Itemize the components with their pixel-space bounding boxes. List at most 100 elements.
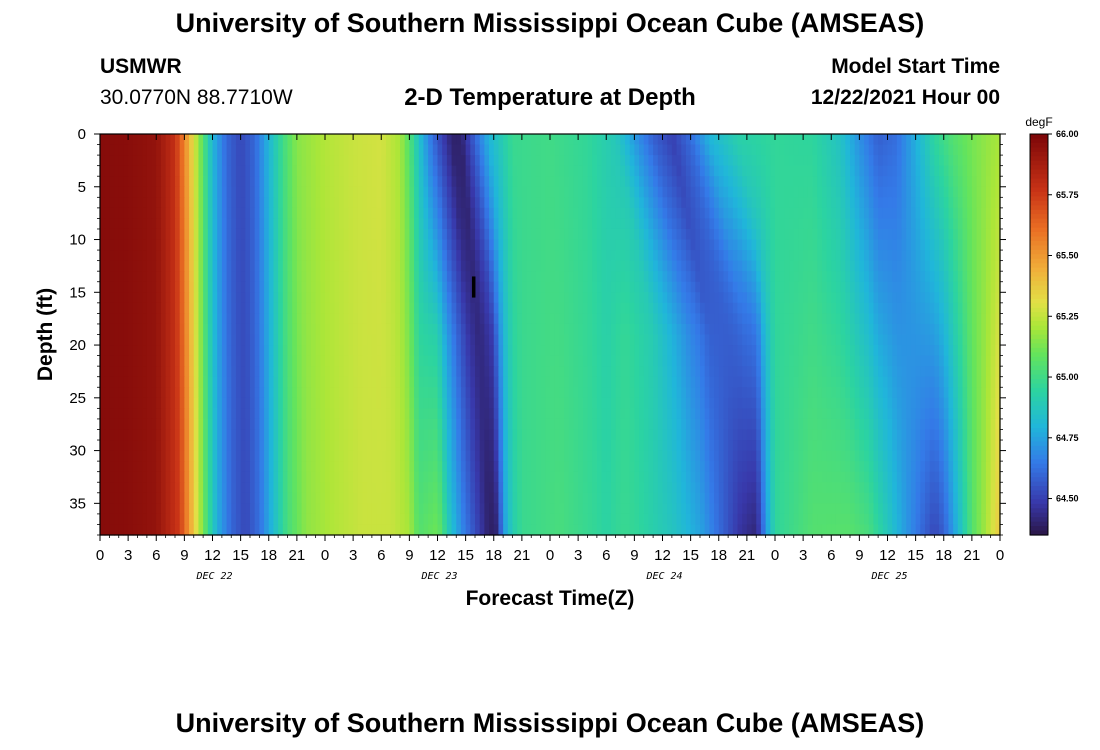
heatmap-cell <box>268 228 275 241</box>
heatmap-cell <box>489 323 495 336</box>
model-start-label: Model Start Time <box>831 55 1000 78</box>
heatmap-cell <box>760 366 767 378</box>
heatmap-cell <box>765 323 771 336</box>
heatmap-cell <box>128 228 134 241</box>
heatmap-cell <box>760 323 767 336</box>
heatmap-cell <box>920 144 926 156</box>
heatmap-cell <box>971 239 978 251</box>
heatmap-cell <box>948 176 954 188</box>
heatmap-cell <box>742 207 748 220</box>
heatmap-cell <box>850 334 856 346</box>
heatmap-cell <box>348 366 354 378</box>
heatmap-cell <box>526 271 532 283</box>
heatmap-cell <box>700 387 706 399</box>
heatmap-cell <box>793 292 800 304</box>
heatmap-cell <box>235 155 242 167</box>
heatmap-cell <box>395 397 401 409</box>
heatmap-cell <box>404 186 410 198</box>
heatmap-cell <box>906 292 912 304</box>
heatmap-cell <box>250 281 256 293</box>
heatmap-cell <box>873 165 879 177</box>
heatmap-cell <box>559 397 565 409</box>
heatmap-cell <box>259 345 265 357</box>
heatmap-cell <box>306 355 312 367</box>
heatmap-cell <box>550 334 556 346</box>
heatmap-cell <box>179 250 185 262</box>
heatmap-cell <box>353 134 359 146</box>
heatmap-cell <box>132 134 139 146</box>
heatmap-cell <box>395 302 401 314</box>
heatmap-cell <box>329 228 335 241</box>
heatmap-cell <box>273 228 279 241</box>
heatmap-cell <box>423 207 429 220</box>
heatmap-cell <box>882 323 889 336</box>
heatmap-cell <box>104 345 110 357</box>
heatmap-cell <box>864 155 870 167</box>
heatmap-cell <box>371 345 378 357</box>
heatmap-cell <box>545 366 551 378</box>
heatmap-cell <box>137 134 143 146</box>
heatmap-cell <box>179 334 185 346</box>
heatmap-cell <box>240 355 246 367</box>
heatmap-cell <box>976 376 982 388</box>
heatmap-cell <box>226 366 232 378</box>
heatmap-cell <box>104 207 110 220</box>
heatmap-cell <box>756 218 762 230</box>
heatmap-cell <box>493 250 500 262</box>
heatmap-cell <box>259 271 265 283</box>
heatmap-cell <box>484 250 490 262</box>
heatmap-cell <box>493 144 500 156</box>
heatmap-cell <box>498 376 504 388</box>
heatmap-cell <box>470 250 476 262</box>
heatmap-cell <box>990 302 996 314</box>
heatmap-cell <box>793 228 800 241</box>
heatmap-cell <box>981 271 987 283</box>
heatmap-cell <box>310 334 317 346</box>
heatmap-cell <box>840 376 846 388</box>
heatmap-cell <box>962 250 968 262</box>
heatmap-cell <box>606 366 612 378</box>
heatmap-cell <box>559 186 565 198</box>
heatmap-cell <box>695 376 701 388</box>
heatmap-cell <box>446 334 453 346</box>
heatmap-cell <box>592 355 598 367</box>
heatmap-cell <box>371 281 378 293</box>
heatmap-cell <box>751 165 757 177</box>
heatmap-cell <box>793 334 800 346</box>
heatmap-cell <box>573 134 579 146</box>
heatmap-cell <box>676 260 682 272</box>
heatmap-cell <box>395 376 401 388</box>
heatmap-cell <box>245 397 251 409</box>
heatmap-cell <box>667 281 673 293</box>
heatmap-cell <box>282 186 289 198</box>
heatmap-cell <box>460 355 467 367</box>
heatmap-cell <box>985 334 992 346</box>
heatmap-cell <box>671 366 678 378</box>
heatmap-cell <box>193 239 200 251</box>
heatmap-cell <box>371 155 378 167</box>
heatmap-cell <box>610 355 617 367</box>
heatmap-cell <box>507 376 514 388</box>
heatmap-cell <box>296 239 303 251</box>
heatmap-cell <box>203 134 209 146</box>
model-start-value: 12/22/2021 Hour 00 <box>810 86 1000 109</box>
heatmap-cell <box>896 355 903 367</box>
heatmap-cell <box>132 228 139 241</box>
heatmap-cell <box>207 155 214 167</box>
heatmap-cell <box>489 281 495 293</box>
heatmap-cell <box>540 302 546 314</box>
heatmap-cell <box>629 345 635 357</box>
heatmap-cell <box>259 197 265 209</box>
heatmap-cell <box>559 271 565 283</box>
heatmap-cell <box>146 334 153 346</box>
heatmap-cell <box>353 281 359 293</box>
heatmap-cell <box>456 355 462 367</box>
heatmap-cell <box>207 207 214 220</box>
heatmap-cell <box>657 239 664 251</box>
heatmap-cell <box>896 176 903 188</box>
heatmap-cell <box>606 239 612 251</box>
heatmap-cell <box>296 134 303 146</box>
heatmap-cell <box>971 323 978 336</box>
heatmap-cell <box>273 397 279 409</box>
heatmap-cell <box>264 334 270 346</box>
